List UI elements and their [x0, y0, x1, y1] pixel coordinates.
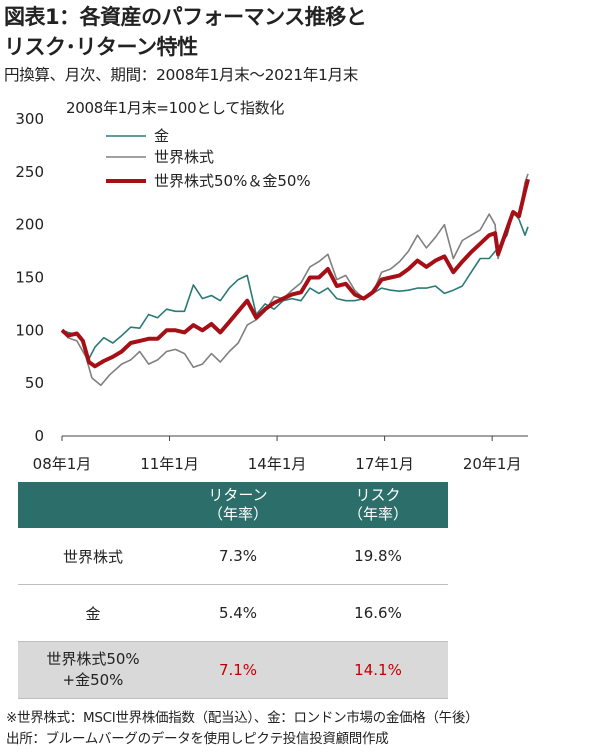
- y-tick-label: 100: [15, 321, 44, 339]
- return-risk-table: リターン （年率） リスク （年率） 世界株式 7.3% 19.8% 金 5.4% …: [18, 482, 448, 699]
- series-line: [60, 178, 530, 369]
- legend-label: 世界株式50%＆金50%: [154, 172, 311, 190]
- y-tick-label: 50: [25, 374, 44, 392]
- row-risk: 16.6%: [308, 584, 448, 642]
- row-label-line-2: +金50%: [62, 671, 124, 689]
- y-tick-label: 200: [15, 216, 44, 234]
- chart-subtitle: 円換算、月次、期間：2008年1月末～2021年1月末: [4, 66, 359, 84]
- y-tick-label: 250: [15, 163, 44, 181]
- series-line: [61, 211, 529, 360]
- x-tick-label: 17年1月: [355, 455, 414, 473]
- y-tick-label: 300: [15, 110, 44, 128]
- footnote-2: 出所：ブルームバーグのデータを使用しピクテ投信投資顧問作成: [6, 731, 389, 747]
- row-label: 世界株式: [18, 528, 168, 585]
- legend-label: 金: [154, 127, 169, 145]
- row-label: 金: [18, 584, 168, 642]
- row-return: 7.3%: [168, 528, 308, 585]
- table-row-highlight: 世界株式50% +金50% 7.1% 14.1%: [18, 641, 448, 699]
- x-tick-label: 14年1月: [248, 455, 307, 473]
- page-title: 図表1：各資産のパフォーマンス推移と リスク･リターン特性: [4, 2, 367, 62]
- index-note: 2008年1月末=100として指数化: [66, 99, 285, 117]
- series-lines: [60, 173, 530, 387]
- header-return: リターン （年率）: [168, 482, 308, 528]
- row-label-line-1: 世界株式50%: [46, 650, 140, 668]
- line-chart: 0 50 100 150 200 250 300 08年1月 11年1月 14年1月 17年1月 2…: [15, 110, 530, 473]
- x-axis: 08年1月 11年1月 14年1月 17年1月 20年1月: [33, 435, 528, 473]
- footnote-1: ※世界株式：MSCI世界株価指数（配当込）、金：ロンドン市場の金価格（午後）: [6, 710, 479, 726]
- header-blank: [18, 482, 168, 528]
- y-tick-label: 0: [34, 427, 44, 445]
- table-row: 世界株式 7.3% 19.8%: [18, 528, 448, 585]
- header-return-text: リターン （年率）: [207, 486, 268, 523]
- row-return: 5.4%: [168, 584, 308, 642]
- row-risk: 19.8%: [308, 528, 448, 585]
- row-risk: 14.1%: [308, 641, 448, 699]
- row-label: 世界株式50% +金50%: [18, 641, 168, 699]
- x-tick-label: 11年1月: [140, 455, 199, 473]
- table-row: 金 5.4% 16.6%: [18, 584, 448, 642]
- header-risk-text: リスク （年率）: [347, 486, 408, 523]
- x-tick-label: 08年1月: [33, 455, 92, 473]
- y-tick-label: 150: [15, 269, 44, 287]
- legend-label: 世界株式: [154, 148, 214, 166]
- table-header-row: リターン （年率） リスク （年率）: [18, 482, 448, 528]
- title-line-2: リスク･リターン特性: [4, 35, 198, 59]
- title-line-1: 図表1：各資産のパフォーマンス推移と: [4, 5, 367, 29]
- x-tick-label: 20年1月: [463, 455, 522, 473]
- series-line: [61, 173, 529, 387]
- y-axis: 0 50 100 150 200 250 300: [15, 110, 44, 445]
- row-return: 7.1%: [168, 641, 308, 699]
- header-risk: リスク （年率）: [308, 482, 448, 528]
